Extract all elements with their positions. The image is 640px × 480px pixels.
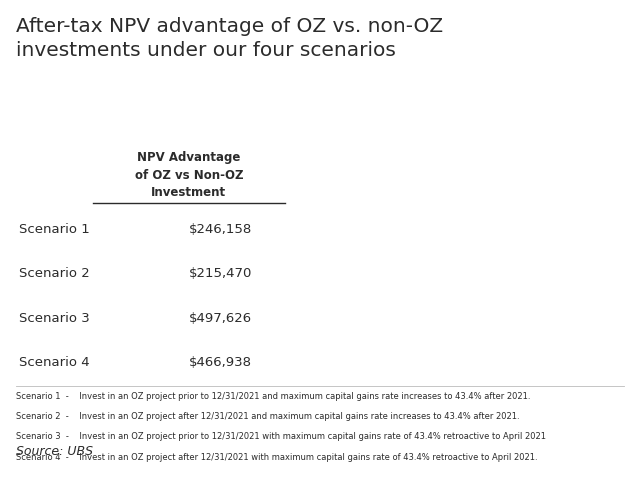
- Text: Source: UBS: Source: UBS: [16, 445, 93, 458]
- Text: Scenario 2  -    Invest in an OZ project after 12/31/2021 and maximum capital ga: Scenario 2 - Invest in an OZ project aft…: [16, 412, 520, 421]
- Text: $246,158: $246,158: [189, 223, 252, 236]
- Text: Scenario 2: Scenario 2: [19, 267, 90, 280]
- Text: Scenario 1  -    Invest in an OZ project prior to 12/31/2021 and maximum capital: Scenario 1 - Invest in an OZ project pri…: [16, 392, 531, 401]
- Text: NPV Advantage
of OZ vs Non-OZ
Investment: NPV Advantage of OZ vs Non-OZ Investment: [134, 151, 243, 199]
- Text: Scenario 1: Scenario 1: [19, 223, 90, 236]
- Text: $215,470: $215,470: [189, 267, 252, 280]
- Text: Scenario 4  -    Invest in an OZ project after 12/31/2021 with maximum capital g: Scenario 4 - Invest in an OZ project aft…: [16, 453, 538, 462]
- Text: $497,626: $497,626: [189, 312, 252, 324]
- Text: $466,938: $466,938: [189, 356, 252, 369]
- Text: Scenario 3  -    Invest in an OZ project prior to 12/31/2021 with maximum capita: Scenario 3 - Invest in an OZ project pri…: [16, 432, 546, 442]
- Text: Scenario 4: Scenario 4: [19, 356, 90, 369]
- Text: Scenario 3: Scenario 3: [19, 312, 90, 324]
- Text: After-tax NPV advantage of OZ vs. non-OZ
investments under our four scenarios: After-tax NPV advantage of OZ vs. non-OZ…: [16, 17, 443, 60]
